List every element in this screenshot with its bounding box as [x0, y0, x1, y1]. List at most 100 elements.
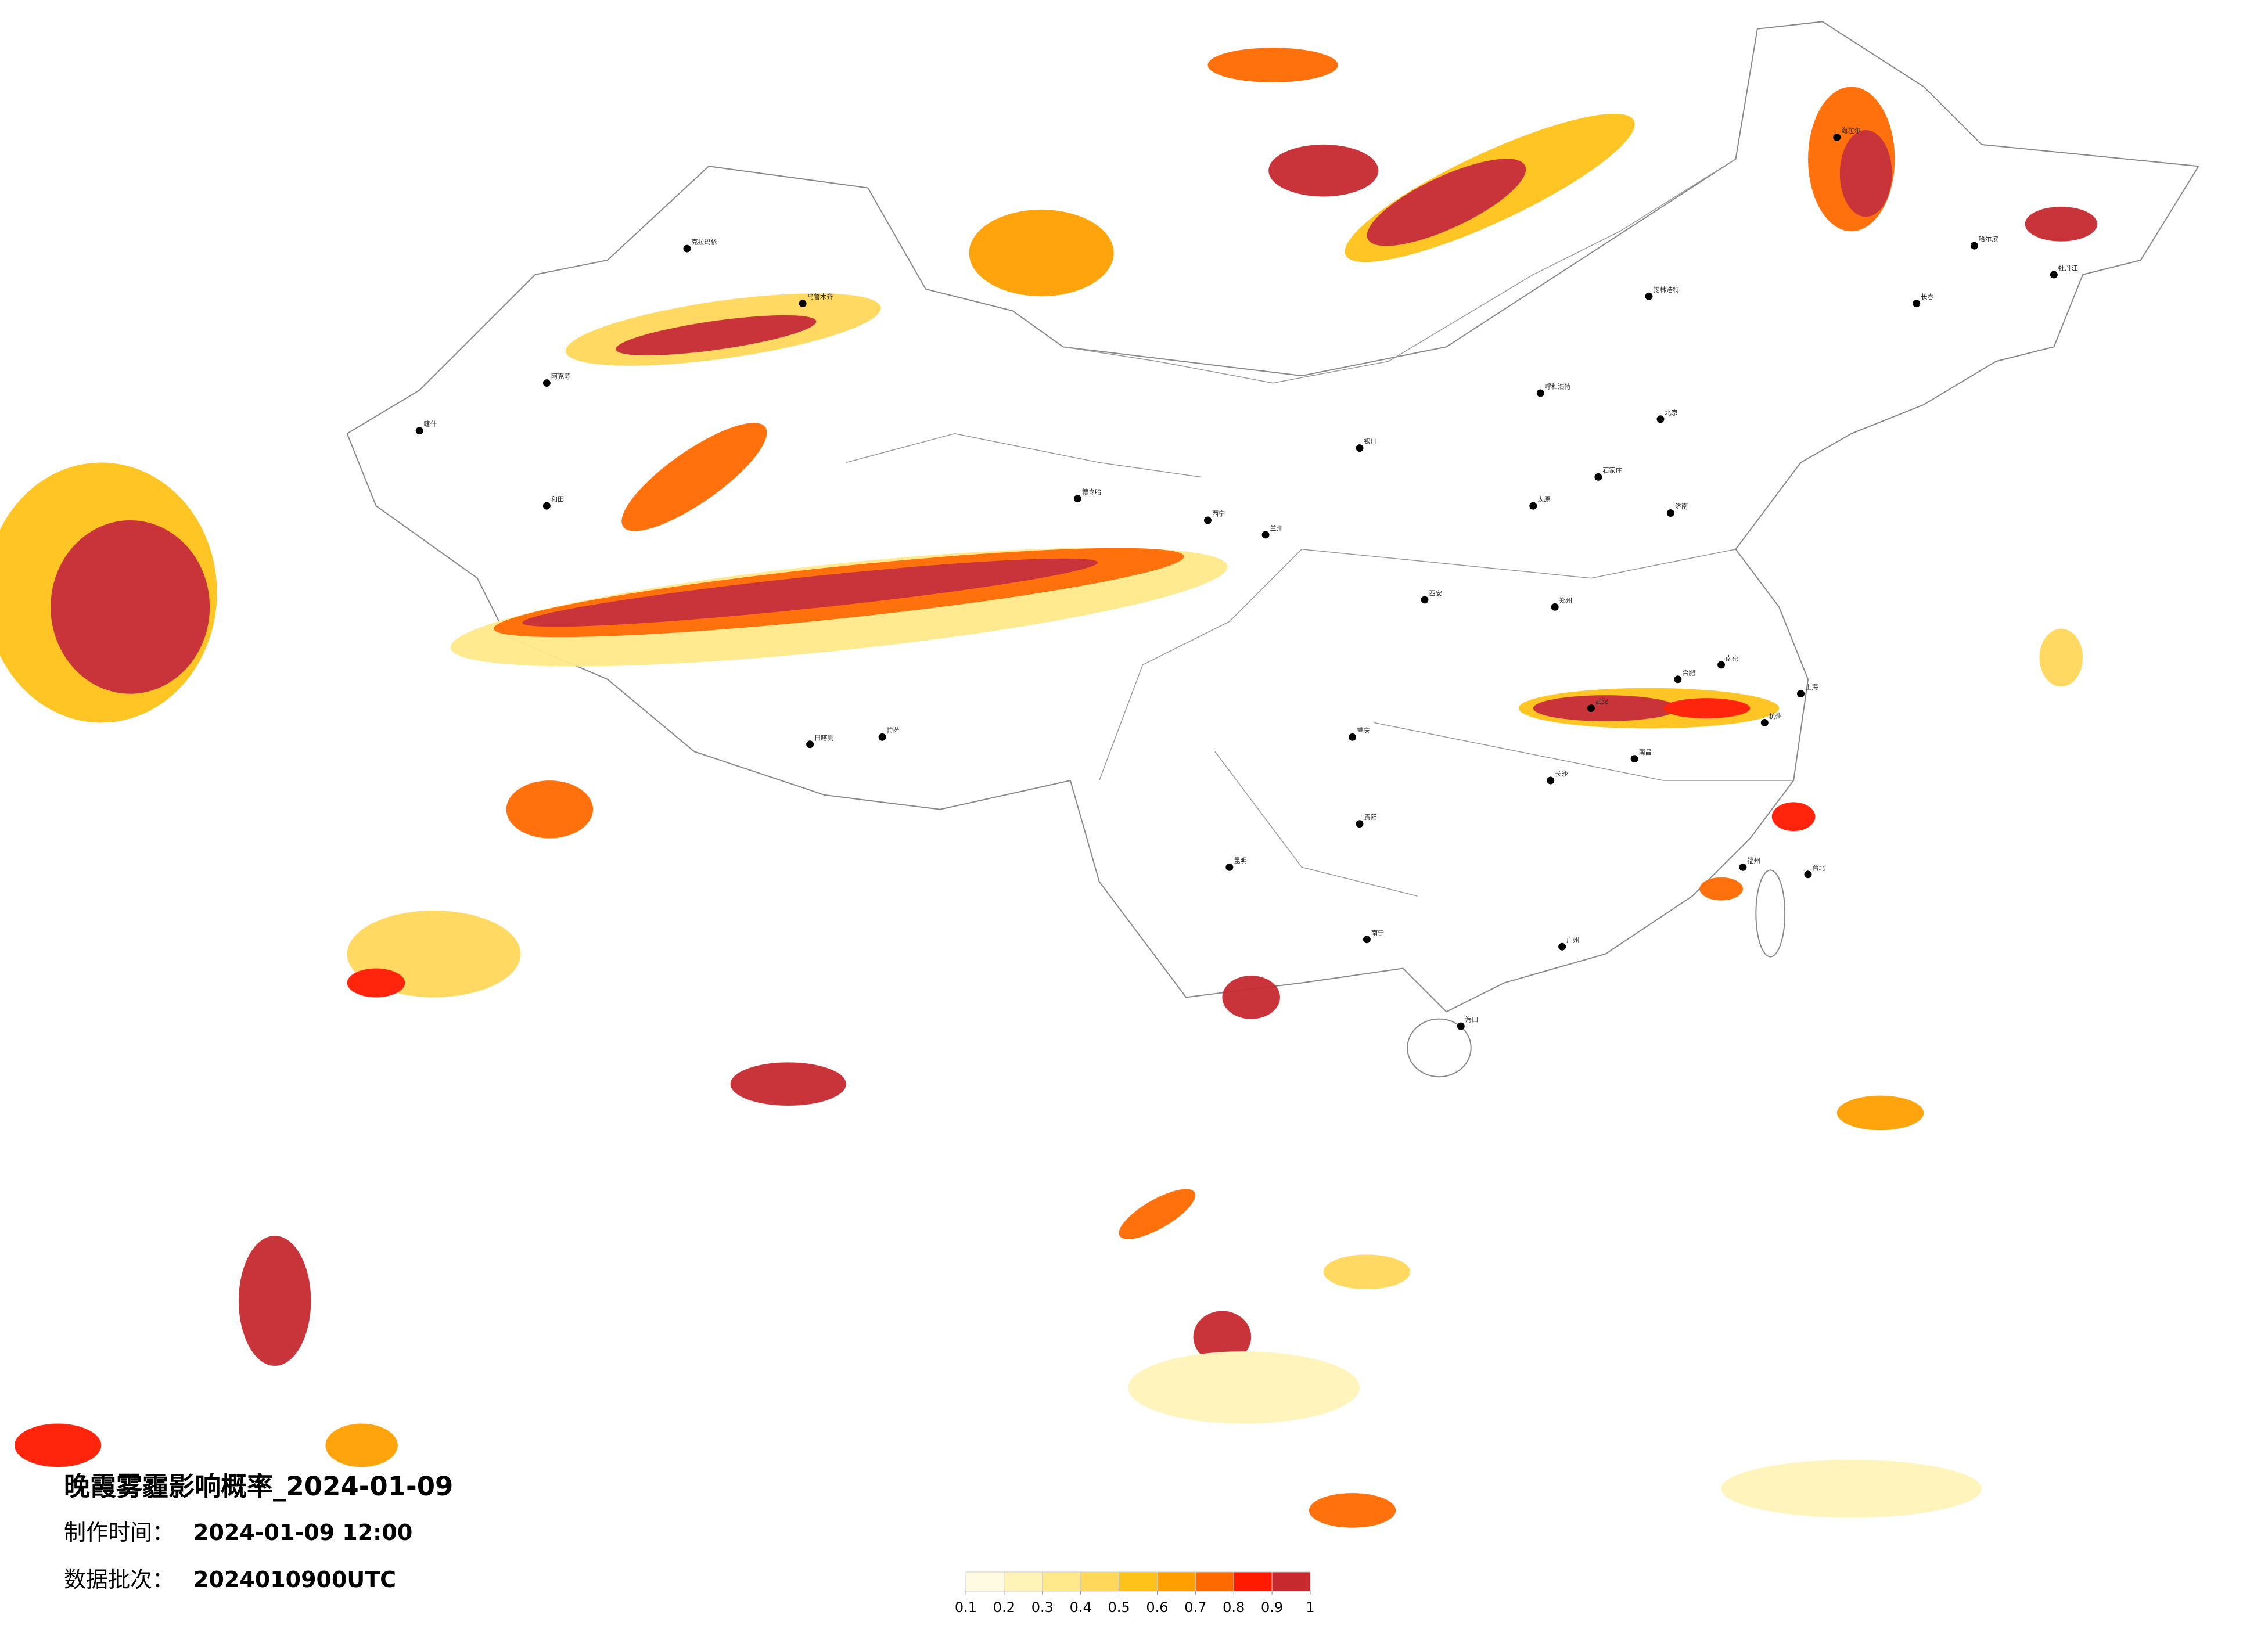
city-dot [1587, 704, 1595, 713]
make-time: 2024-01-09 12:00 [193, 1520, 412, 1545]
map-title: 晚霞雾霾影响概率_2024-01-09 [64, 1471, 453, 1502]
city-label: 西宁 [1212, 510, 1225, 518]
island [1407, 1018, 1472, 1078]
city-dot [806, 740, 814, 749]
city-label: 合肥 [1682, 668, 1695, 677]
colorbar-label: 0.7 [1184, 1599, 1206, 1616]
colorbar-label: 0.4 [1070, 1599, 1092, 1616]
city-label: 兰州 [1270, 524, 1283, 532]
city-label: 福州 [1747, 857, 1760, 865]
city-label: 西安 [1429, 589, 1442, 597]
city-label: 呼和浩特 [1545, 383, 1571, 391]
colorbar-label: 0.8 [1223, 1599, 1245, 1616]
city-dot [1073, 495, 1081, 503]
city-dot [1551, 603, 1559, 611]
colorbar-label: 0.9 [1261, 1599, 1283, 1616]
city-label: 牡丹江 [2058, 264, 2078, 272]
colorbar-swatch [1004, 1571, 1043, 1592]
city-label: 海口 [1465, 1016, 1478, 1024]
city-dot [1536, 389, 1544, 397]
city-label: 郑州 [1559, 596, 1572, 605]
city-dot [1356, 444, 1364, 452]
city-dot [415, 427, 423, 435]
city-dot [1970, 242, 1978, 250]
city-label: 哈尔滨 [1979, 235, 1999, 243]
city-dot [1594, 473, 1602, 481]
city-label: 阿克苏 [551, 373, 571, 380]
city-dot [1421, 596, 1429, 604]
city-dot [1656, 415, 1665, 423]
city-dot [1645, 292, 1653, 300]
colorbar-label: 0.2 [993, 1599, 1015, 1616]
city-dot [1558, 942, 1566, 951]
city-label: 乌鲁木齐 [807, 293, 833, 301]
city-label: 拉萨 [887, 726, 900, 735]
city-dot [1804, 870, 1812, 879]
colorbar-label: 0.3 [1031, 1599, 1054, 1616]
city-dot [1356, 820, 1364, 828]
city-label: 南昌 [1639, 749, 1652, 756]
border-line [846, 159, 1794, 897]
city-label: 日喀则 [814, 734, 834, 742]
city-dot [1349, 733, 1356, 741]
make-time-label: 制作时间： [64, 1520, 174, 1545]
colorbar-swatch [1156, 1571, 1196, 1592]
city-label: 重庆 [1357, 726, 1370, 735]
colorbar-swatch [965, 1571, 1005, 1592]
city-label: 南京 [1726, 654, 1738, 662]
colorbar-swatch [1119, 1571, 1158, 1592]
city-label: 德令哈 [1082, 488, 1102, 496]
city-dot [1674, 675, 1682, 684]
colorbar-label: 0.1 [955, 1599, 977, 1616]
city-dot [1630, 755, 1638, 763]
city-label: 济南 [1675, 502, 1688, 510]
city-dot [799, 300, 807, 308]
city-dot [1739, 863, 1747, 871]
city-dot [1204, 516, 1212, 524]
city-label: 海拉尔 [1841, 127, 1861, 135]
city-dot [1913, 300, 1921, 308]
colorbar: 0.1 0.2 0.3 0.4 0.5 0.6 0.7 0.8 0.9 1 [955, 1571, 1315, 1616]
colorbar-swatch [1233, 1571, 1273, 1592]
colorbar-swatch [1080, 1571, 1120, 1592]
colorbar-label: 0.6 [1146, 1599, 1168, 1616]
city-dot [1547, 776, 1555, 785]
city-dot [1457, 1022, 1465, 1030]
city-label: 杭州 [1769, 712, 1782, 720]
city-dot [1261, 531, 1270, 539]
city-dot [1529, 502, 1537, 510]
city-label: 太原 [1537, 496, 1550, 503]
city-label: 北京 [1665, 408, 1677, 416]
city-dot [683, 244, 691, 253]
city-dot [2050, 271, 2058, 279]
city-dot [1797, 690, 1805, 698]
colorbar-swatch [1271, 1571, 1311, 1592]
city-label: 和田 [551, 496, 564, 503]
city-dot [878, 733, 886, 741]
city-dot [1760, 718, 1769, 726]
city-label: 长沙 [1555, 771, 1568, 778]
city-label: 上海 [1805, 683, 1818, 691]
city-dot [1225, 863, 1234, 871]
batch: 2024010900UTC [193, 1567, 396, 1592]
city-dot [1363, 936, 1371, 944]
colorbar-swatch [1195, 1571, 1234, 1592]
city-label: 喀什 [424, 420, 437, 428]
city-label: 石家庄 [1602, 466, 1622, 474]
country-outline [346, 21, 2200, 1013]
city-label: 南宁 [1371, 929, 1384, 937]
colorbar-label: 1 [1306, 1599, 1314, 1616]
city-dot [1666, 509, 1674, 517]
city-label: 克拉玛依 [691, 238, 717, 246]
city-dot [1833, 133, 1841, 141]
city-label: 贵阳 [1364, 814, 1376, 821]
city-label: 长春 [1921, 293, 1933, 301]
city-dot [542, 502, 551, 510]
city-label: 昆明 [1234, 857, 1246, 865]
city-dot [1717, 661, 1726, 669]
colorbar-label: 0.5 [1108, 1599, 1130, 1616]
